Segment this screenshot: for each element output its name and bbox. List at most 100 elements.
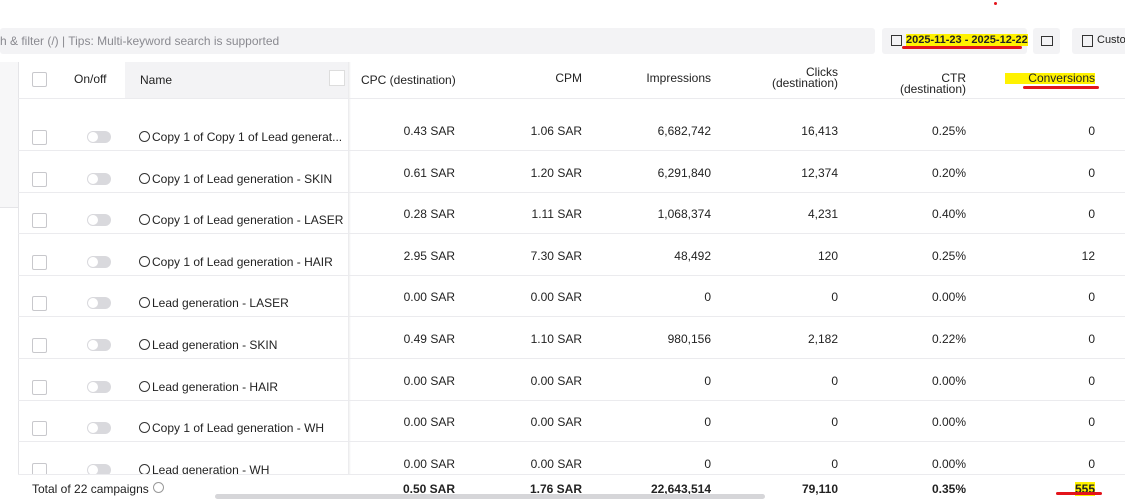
campaign-name[interactable]: Copy 1 of Lead generation - LASER [152,213,344,228]
cell-value: 0 [704,415,711,430]
row-checkbox[interactable] [32,296,47,312]
cell-value: 0.43 SAR [403,124,455,138]
compare-button[interactable] [1033,28,1060,54]
sort-button[interactable] [329,70,345,86]
cell-value: 0 [704,456,711,471]
cell-value: 1.06 SAR [530,124,582,138]
total-value: 0.35% [931,482,966,496]
cell-value: 0.00 SAR [530,373,582,388]
row-checkbox[interactable] [32,213,47,229]
row-divider [18,233,1125,235]
cell-value: 0 [1088,165,1095,180]
columns-icon [1082,35,1093,47]
date-range: 2025-11-23 - 2025-12-22 [906,34,1028,46]
cell-value: 16,413 [801,124,838,138]
compare-icon [1041,36,1053,46]
cell-value: 1.11 SAR [531,207,582,222]
search-bar[interactable] [0,28,875,54]
cell-value: 0 [1088,373,1095,388]
cell-value: 0.00 SAR [530,456,582,471]
campaign-name[interactable]: Lead generation - WH [152,462,270,477]
campaign-icon [139,172,150,184]
row-divider [18,358,1125,359]
row-checkbox[interactable] [32,379,47,395]
header-impressions: Impressions [646,71,711,85]
cell-value: 1.20 SAR [530,165,582,180]
cell-value: 0.40% [931,207,966,222]
campaign-name[interactable]: Lead generation - LASER [152,296,289,311]
header-cpc: CPC (destination) [361,73,456,87]
toggle[interactable] [87,380,111,393]
campaign-name[interactable]: Copy 1 of Lead generation - HAIR [152,254,333,269]
cell-value: 4,231 [807,207,838,222]
total-value: 1.76 SAR [529,482,582,496]
campaign-name[interactable]: Lead generation - SKIN [152,338,278,352]
cell-value: 0 [831,456,838,471]
campaign-icon [139,297,150,309]
campaign-name[interactable]: Copy 1 of Lead generation - WH [152,421,325,436]
cell-value: 0 [704,373,711,388]
toggle[interactable] [87,422,111,435]
toggle[interactable] [87,214,111,227]
cell-value: 48,492 [674,248,711,263]
cell-value: 0 [1088,415,1095,430]
row-divider [18,316,1125,318]
cell-value: 0 [1088,124,1095,138]
header-cpm: CPM [555,71,582,85]
cell-value: 0 [831,373,838,388]
cell-value: 0.20% [931,165,966,180]
total-value: 79,110 [801,482,838,496]
toggle[interactable] [87,255,111,268]
campaign-name[interactable]: Copy 1 of Lead generation - SKIN [152,171,333,186]
custom-button[interactable] [1072,28,1125,54]
cell-value: 0.00% [931,373,966,388]
cell-value: 0.00 SAR [403,456,455,471]
footer-label: Total of 22 campaigns [32,482,149,496]
campaign-icon [139,255,150,267]
row-divider [18,150,1125,151]
row-divider [18,399,1125,401]
campaign-icon [139,131,150,142]
cell-value: 0.00 SAR [530,415,582,430]
toggle[interactable] [87,172,111,185]
cell-value: 12 [1081,248,1095,263]
header-checkbox[interactable] [32,72,47,87]
cell-value: 980,156 [667,332,711,346]
annotation-underline [1056,492,1102,495]
toggle[interactable] [87,463,111,476]
campaign-icon [139,380,150,392]
cell-value: 6,682,742 [657,124,711,138]
cell-value: 0.00 SAR [403,415,455,430]
row-checkbox[interactable] [32,254,47,270]
cell-value: 0 [1088,332,1095,346]
toggle[interactable] [87,297,111,310]
header-conversions: Conversions [1005,72,1095,84]
row-checkbox[interactable] [32,171,47,187]
total-value: 0.50 SAR [402,482,455,496]
cell-value: 7.30 SAR [530,248,582,263]
header-clicks: Clicks (destination) [771,65,838,90]
row-checkbox[interactable] [32,130,47,145]
cell-value: 0.25% [931,124,966,138]
calendar-icon [891,35,902,46]
cell-value: 120 [817,248,838,263]
campaign-icon [139,214,150,226]
cell-value: 0.61 SAR [403,165,455,180]
scrollbar[interactable] [215,494,765,499]
cell-value: 0.49 SAR [403,332,455,346]
toggle[interactable] [87,131,111,143]
campaign-name[interactable]: Copy 1 of Copy 1 of Lead generat... [152,130,343,144]
cell-value: 12,374 [801,165,838,180]
toggle[interactable] [87,339,111,351]
header-name: Name [140,73,173,87]
campaign-icon [139,422,150,434]
cell-value: 0 [831,415,838,430]
annotation-underline [902,46,1022,49]
name-header-bg [125,62,348,98]
cell-value: 0.00% [931,456,966,471]
campaign-name[interactable]: Lead generation - HAIR [152,379,279,394]
header-divider [18,98,1125,99]
row-checkbox[interactable] [32,421,47,437]
cell-value: 0.00% [931,290,966,305]
row-checkbox[interactable] [32,338,47,353]
